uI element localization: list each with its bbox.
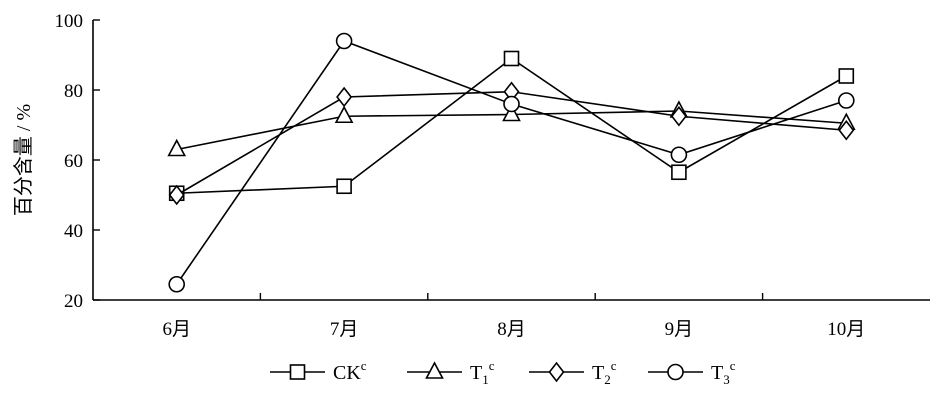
x-tick-label: 6月	[162, 319, 191, 340]
y-tick-label: 60	[64, 151, 83, 172]
data-point-circle	[670, 146, 688, 164]
y-tick-label: 20	[64, 291, 83, 312]
x-tick-label: 10月	[827, 319, 865, 340]
y-tick-label: 80	[64, 81, 83, 102]
y-axis-label: 百分含量 / %	[12, 104, 35, 216]
legend-item: T2c	[529, 358, 617, 387]
data-point-circle	[837, 92, 855, 109]
series-3	[168, 81, 855, 206]
series-line	[176, 57, 847, 195]
data-point-circle	[667, 363, 684, 381]
series-layer	[167, 32, 856, 293]
data-point-diamond	[838, 119, 855, 141]
x-tick-label: 8月	[497, 319, 526, 340]
series-1	[168, 50, 855, 202]
data-point-circle	[335, 32, 353, 50]
y-tick-label: 40	[64, 221, 83, 242]
data-point-square	[838, 68, 855, 84]
y-tick-label: 100	[55, 11, 84, 32]
x-tick-label: 7月	[330, 319, 359, 340]
series-line	[176, 40, 847, 285]
series-4	[168, 32, 855, 293]
data-point-diamond	[168, 184, 185, 206]
data-point-triangle	[167, 138, 187, 157]
axes: 20 40 60 80 100 6月 7月 8月 9月 10月	[55, 11, 930, 340]
x-tick-label: 9月	[665, 319, 694, 340]
legend-label: T3c	[711, 358, 736, 387]
data-point-square	[503, 50, 520, 67]
data-point-diamond	[670, 105, 687, 127]
data-point-diamond	[336, 86, 353, 108]
legend-label: T1c	[470, 358, 495, 387]
data-point-diamond	[548, 361, 565, 383]
data-point-circle	[503, 95, 520, 113]
legend-item: T1c	[407, 358, 495, 387]
data-point-square	[289, 364, 306, 380]
legend-label: T2c	[592, 358, 617, 387]
data-point-triangle	[334, 105, 354, 124]
legend-item: T3c	[648, 358, 736, 387]
legend: CKc T1c T2c T3c	[270, 358, 736, 387]
data-point-square	[671, 164, 687, 181]
data-point-circle	[168, 275, 185, 293]
data-point-square	[336, 178, 352, 195]
legend-label: CKc	[333, 358, 367, 384]
legend-item: CKc	[270, 358, 367, 384]
data-point-triangle	[502, 103, 521, 122]
data-point-triangle	[425, 361, 444, 379]
